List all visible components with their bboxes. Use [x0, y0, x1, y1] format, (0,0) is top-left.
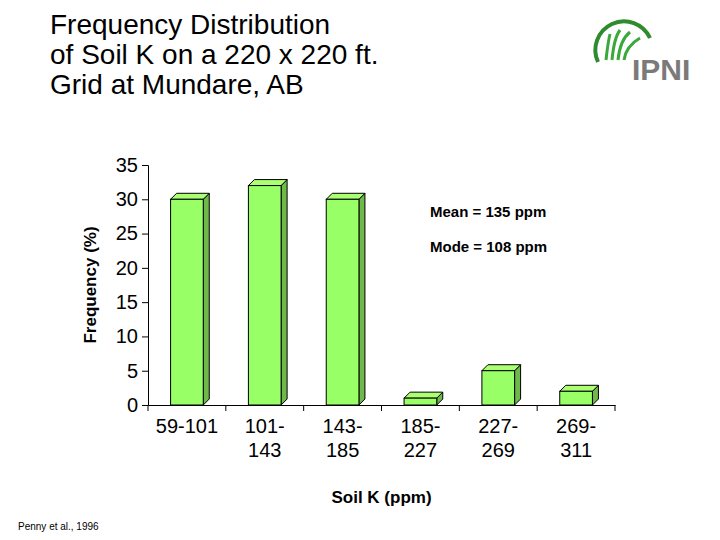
- x-boundary-tick: [148, 405, 149, 411]
- chart: Frequency Distributionof Soil K on a 220…: [0, 0, 720, 540]
- x-tick-label: 143-185: [323, 415, 363, 461]
- y-tick-label: 5: [127, 360, 138, 382]
- bar: [404, 398, 437, 405]
- y-tick-mark: [142, 165, 148, 166]
- y-axis-title: Frequency (%): [81, 226, 100, 343]
- x-tick-label: 59-101: [156, 415, 218, 437]
- bar-top: [171, 193, 210, 199]
- annotation: Mode = 108 ppm: [430, 238, 547, 255]
- bar-top: [482, 365, 521, 371]
- y-tick: 5: [127, 360, 148, 382]
- logo-leaf: [606, 34, 610, 60]
- x-axis: 59-101 101-143 143-185 185-227 227-269 269-31…: [149, 405, 616, 461]
- y-tick-mark: [142, 371, 148, 372]
- x-axis-title: Soil K (ppm): [331, 488, 431, 507]
- y-tick: 25: [116, 222, 148, 244]
- bar: [248, 186, 281, 405]
- y-tick-mark: [142, 405, 148, 406]
- x-tick-label: 185-227: [400, 415, 440, 461]
- x-boundary-tick: [615, 405, 616, 411]
- x-tick: 185-227: [400, 405, 440, 461]
- background: [0, 0, 720, 540]
- title: of Soil K on a 220 x 220 ft.: [50, 39, 378, 70]
- bar-side: [359, 193, 365, 405]
- x-tick: 227-269: [478, 405, 518, 461]
- y-tick-mark: [142, 199, 148, 200]
- x-boundary-tick: [381, 405, 382, 411]
- logo-text: IPNI: [632, 53, 690, 86]
- y-tick-label: 30: [116, 188, 138, 210]
- bar-top: [248, 180, 287, 186]
- bar: [482, 371, 515, 405]
- x-boundary-tick: [537, 405, 538, 411]
- bar: [560, 391, 593, 405]
- bar-side: [203, 193, 209, 405]
- bar-top: [326, 193, 365, 199]
- title: Frequency Distribution: [50, 9, 330, 40]
- x-boundary-tick: [303, 405, 304, 411]
- x-tick-label: 227-269: [478, 415, 518, 461]
- x-tick: 101-143: [245, 405, 285, 461]
- y-tick-label: 0: [127, 394, 138, 416]
- y-tick: 10: [116, 325, 148, 347]
- bar: [326, 199, 359, 405]
- y-tick: 30: [116, 188, 148, 210]
- bar-side: [515, 365, 521, 405]
- x-boundary-tick: [459, 405, 460, 411]
- y-tick: 20: [116, 257, 148, 279]
- y-tick-label: 10: [116, 325, 138, 347]
- logo: IPNI: [595, 21, 690, 86]
- x-tick: 59-101: [156, 405, 218, 437]
- bar-top: [560, 385, 599, 391]
- y-tick-label: 35: [116, 154, 138, 176]
- source: Penny et al., 1996: [18, 521, 99, 532]
- y-axis-line: [142, 166, 149, 406]
- y-tick-mark: [142, 268, 148, 269]
- bar: [171, 199, 204, 405]
- bar-side: [281, 180, 287, 405]
- y-axis: 0 5 10 15 20 25 30 35: [116, 154, 149, 416]
- bars: [171, 180, 599, 405]
- y-tick-label: 20: [116, 257, 138, 279]
- annotation: Mean = 135 ppm: [430, 203, 546, 220]
- title: Grid at Mundare, AB: [50, 69, 304, 100]
- y-tick-mark: [142, 302, 148, 303]
- bar-top: [404, 392, 443, 398]
- y-tick-mark: [142, 234, 148, 235]
- y-tick-mark: [142, 336, 148, 337]
- x-boundary-tick: [225, 405, 226, 411]
- x-tick: 143-185: [323, 405, 363, 461]
- y-tick: 15: [116, 291, 148, 313]
- y-tick-label: 25: [116, 222, 138, 244]
- y-tick: 35: [116, 154, 148, 176]
- x-tick-label: 269-311: [556, 415, 596, 461]
- x-tick-label: 101-143: [245, 415, 285, 461]
- x-tick: 269-311: [556, 405, 596, 461]
- y-tick: 0: [127, 394, 148, 416]
- title-group: Frequency Distributionof Soil K on a 220…: [50, 9, 378, 100]
- y-tick-label: 15: [116, 291, 138, 313]
